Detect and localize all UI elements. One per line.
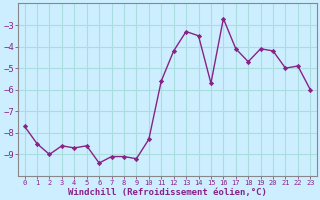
X-axis label: Windchill (Refroidissement éolien,°C): Windchill (Refroidissement éolien,°C) <box>68 188 267 197</box>
